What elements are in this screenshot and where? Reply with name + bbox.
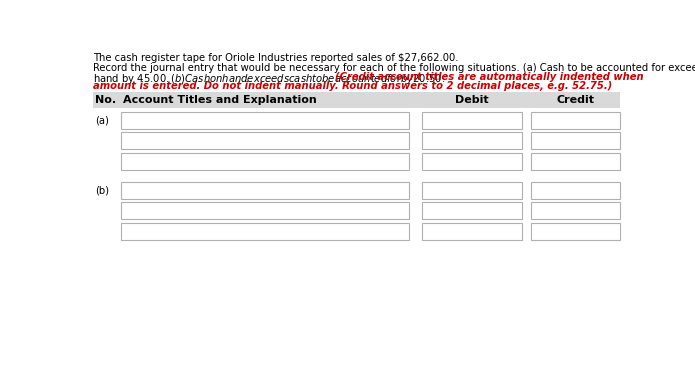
Bar <box>93 92 620 108</box>
Bar <box>531 111 620 129</box>
Bar <box>531 133 620 149</box>
Bar <box>531 223 620 240</box>
Bar <box>121 223 409 240</box>
Text: Credit: Credit <box>557 95 594 105</box>
Text: (Credit account titles are automatically indented when: (Credit account titles are automatically… <box>335 72 644 83</box>
Bar <box>422 153 522 170</box>
Text: (b): (b) <box>95 185 109 195</box>
Bar <box>422 203 522 219</box>
Bar <box>422 223 522 240</box>
Bar <box>121 111 409 129</box>
Text: hand by $45.00. (b) Cash on hand exceeds cash to be accounted for by $20.50.: hand by $45.00. (b) Cash on hand exceeds… <box>93 72 446 86</box>
Bar <box>531 182 620 199</box>
Bar <box>531 153 620 170</box>
Text: Debit: Debit <box>455 95 489 105</box>
Bar <box>531 203 620 219</box>
Bar <box>422 111 522 129</box>
Text: (a): (a) <box>95 115 109 125</box>
Bar <box>121 133 409 149</box>
Bar <box>121 182 409 199</box>
Bar <box>422 133 522 149</box>
Text: Account Titles and Explanation: Account Titles and Explanation <box>122 95 316 105</box>
Bar <box>121 203 409 219</box>
Text: The cash register tape for Oriole Industries reported sales of $27,662.00.: The cash register tape for Oriole Indust… <box>93 53 459 63</box>
Text: amount is entered. Do not indent manually. Round answers to 2 decimal places, e.: amount is entered. Do not indent manuall… <box>93 81 612 91</box>
Bar <box>422 182 522 199</box>
Text: No.: No. <box>95 95 116 105</box>
Bar <box>121 153 409 170</box>
Text: Record the journal entry that would be necessary for each of the following situa: Record the journal entry that would be n… <box>93 63 695 73</box>
